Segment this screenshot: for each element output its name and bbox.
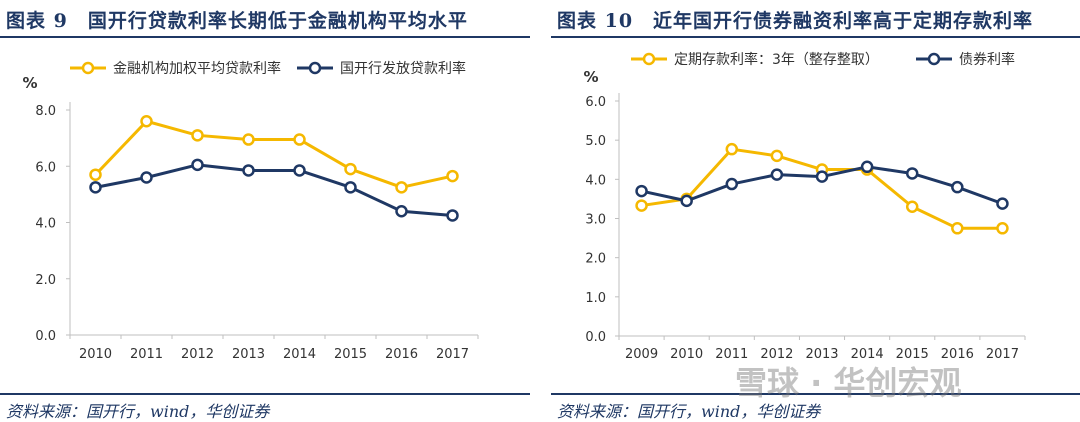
data-point — [89, 181, 102, 194]
data-point — [770, 168, 784, 181]
data-point — [191, 158, 204, 172]
x-tick-label: 2009 — [625, 347, 658, 362]
x-tick-label: 2015 — [896, 347, 929, 362]
data-point — [293, 133, 306, 146]
data-point — [140, 171, 153, 184]
data-point — [293, 164, 306, 177]
y-tick-label: 4.0 — [585, 173, 606, 188]
series-line-2 — [95, 163, 453, 217]
data-point — [446, 169, 459, 183]
source-rule — [0, 393, 530, 395]
y-tick-label: 2.0 — [585, 252, 606, 267]
watermark: 雪球 · 华创宏观 — [735, 364, 962, 402]
x-tick-label: 2010 — [79, 347, 112, 362]
x-tick-label: 2017 — [436, 347, 469, 362]
y-tick-label: 2.0 — [35, 273, 56, 288]
data-point — [344, 181, 357, 194]
data-point — [242, 164, 255, 177]
data-point — [242, 133, 255, 146]
data-point — [725, 142, 739, 156]
data-point — [905, 167, 919, 180]
data-point — [635, 199, 648, 212]
legend-label: 金融机构加权平均贷款利率 — [113, 60, 281, 77]
x-tick-label: 2013 — [805, 347, 838, 362]
y-tick-label: 4.0 — [35, 217, 56, 232]
x-tick-label: 2011 — [715, 347, 748, 362]
y-tick-label: 0.0 — [585, 330, 606, 345]
y-tick-label: 6.0 — [35, 160, 56, 175]
source-note: 资料来源：国开行，wind，华创证券 — [557, 402, 821, 421]
data-point — [770, 149, 784, 163]
x-tick-label: 2010 — [670, 347, 703, 362]
data-point — [905, 200, 919, 213]
y-tick-label: 0.0 — [35, 329, 56, 344]
series-line-1 — [94, 119, 453, 189]
data-point — [89, 168, 102, 181]
line-chart: 0.0 1.0 2.0 3.0 4.0 5.0 6.0 2009 2010 2011 2012 201… — [583, 51, 1026, 362]
chart-panel-right: 图表 10 近年国开行债券融资利率高于定期存款利率 0.0 1.0 2.0 3.0 4.… — [551, 0, 1080, 421]
line-chart: 0.0 2.0 4.0 6.0 8.0 2010 2011 2012 2013 2014 2015 2… — [22, 60, 479, 362]
y-axis-unit: % — [583, 68, 598, 86]
data-point — [815, 170, 829, 183]
chart-title: 图表 9 国开行贷款利率长期低于金融机构平均水平 — [6, 10, 468, 32]
chart-panel-left: 图表 9 国开行贷款利率长期低于金融机构平均水平 0.0 2.0 4.0 6.0 8.0… — [0, 0, 530, 421]
x-tick-label: 2014 — [851, 347, 884, 362]
y-tick-label: 3.0 — [585, 213, 606, 228]
data-point — [140, 115, 153, 128]
y-axis-unit: % — [22, 74, 37, 92]
data-point — [680, 194, 693, 208]
legend-swatch-marker — [642, 52, 656, 66]
y-tick-label: 6.0 — [585, 95, 606, 110]
title-rule — [551, 36, 1080, 38]
legend-swatch-marker — [308, 61, 322, 75]
x-tick-label: 2011 — [130, 347, 163, 362]
data-point — [996, 222, 1009, 235]
data-point — [725, 177, 739, 191]
source-note: 资料来源：国开行，wind，华创证券 — [6, 402, 270, 421]
y-tick-label: 1.0 — [585, 291, 606, 306]
legend-label: 国开行发放贷款利率 — [340, 60, 466, 77]
data-point — [395, 205, 408, 218]
series-line-1 — [641, 147, 1003, 230]
legend-swatch-marker — [81, 61, 95, 75]
x-tick-label: 2017 — [986, 347, 1019, 362]
x-tick-label: 2014 — [283, 347, 316, 362]
y-tick-label: 5.0 — [585, 134, 606, 149]
legend-label: 定期存款利率：3年（整存整取） — [674, 51, 879, 68]
x-tick-label: 2013 — [232, 347, 265, 362]
x-tick-label: 2012 — [760, 347, 793, 362]
chart-title: 图表 10 近年国开行债券融资利率高于定期存款利率 — [557, 10, 1034, 32]
data-point — [344, 162, 357, 176]
data-point — [996, 197, 1009, 210]
data-point — [860, 160, 874, 174]
legend-swatch-marker — [927, 52, 941, 66]
x-tick-label: 2015 — [334, 347, 367, 362]
title-rule — [0, 36, 530, 38]
data-point — [951, 180, 964, 194]
data-point — [191, 129, 204, 142]
data-point — [446, 209, 459, 222]
source-rule — [551, 393, 1080, 395]
data-point — [395, 181, 408, 194]
y-tick-label: 8.0 — [35, 104, 56, 119]
x-tick-label: 2016 — [385, 347, 418, 362]
data-point — [951, 222, 964, 235]
legend-label: 债券利率 — [959, 51, 1015, 68]
x-tick-label: 2016 — [941, 347, 974, 362]
x-tick-label: 2012 — [181, 347, 214, 362]
data-point — [635, 184, 648, 198]
